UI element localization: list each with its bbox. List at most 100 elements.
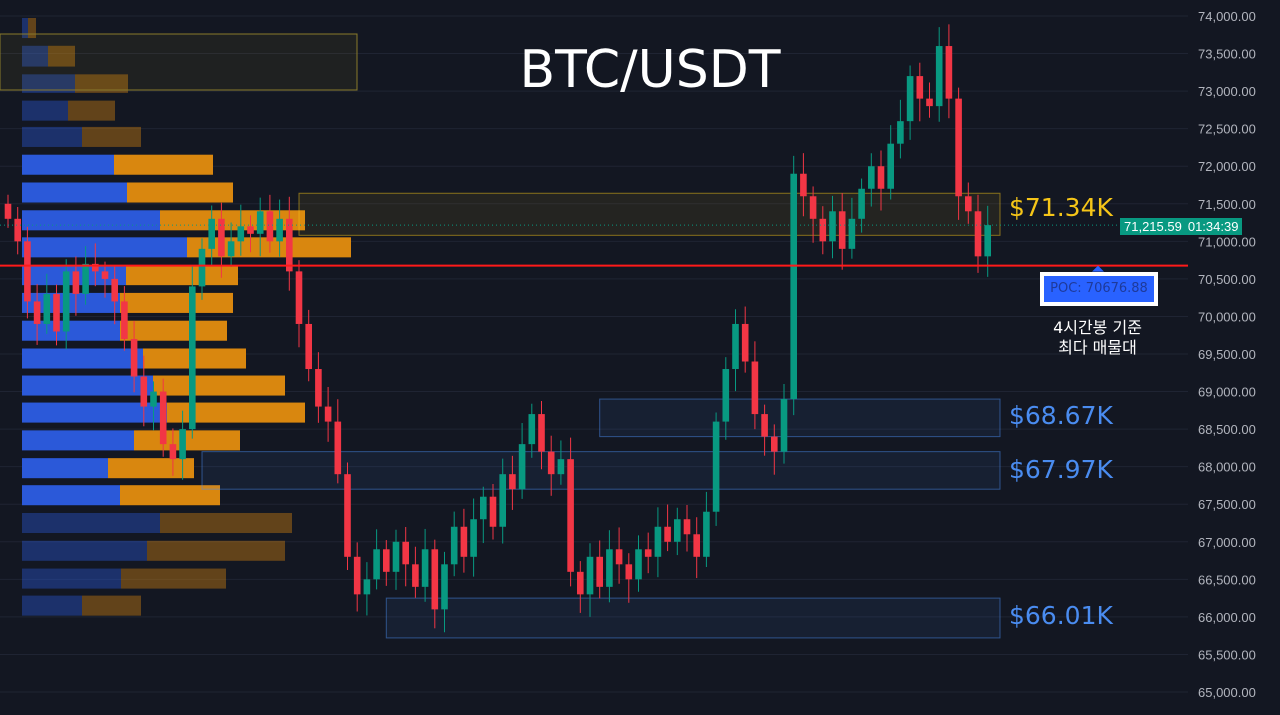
- y-tick-label: 66,000.00: [1198, 610, 1256, 625]
- price-lines: [0, 224, 1188, 272]
- candle-body: [693, 534, 700, 557]
- profile-sell-bar: [126, 265, 238, 286]
- candle-body: [897, 121, 904, 144]
- candle-body: [926, 98, 933, 107]
- profile-sell-bar: [121, 568, 226, 589]
- zone-label-67-97k: $67.97K: [1009, 455, 1113, 484]
- candle-body: [305, 323, 312, 370]
- zone-box: [201, 451, 1001, 490]
- candle-body: [654, 526, 662, 557]
- candle-body: [383, 549, 390, 572]
- current-price-tag: 71,215.59 01:34:39: [1120, 218, 1243, 235]
- candle-body: [945, 46, 953, 99]
- candle-body: [315, 369, 322, 407]
- candle-body: [877, 166, 885, 189]
- candle-body: [412, 564, 419, 587]
- candle-body: [101, 271, 109, 279]
- candle-body: [780, 399, 788, 452]
- profile-sell-bar: [114, 154, 213, 175]
- candle-body: [4, 203, 12, 219]
- candle-body: [121, 301, 128, 339]
- candle-body: [353, 556, 361, 595]
- y-tick-label: 66,500.00: [1198, 572, 1256, 587]
- y-tick-label: 69,000.00: [1198, 385, 1256, 400]
- candle-body: [324, 406, 332, 422]
- profile-sell-bar: [48, 45, 75, 67]
- profile-sell-bar: [153, 375, 285, 396]
- volume-profile: [0, 18, 358, 616]
- y-tick-label: 65,000.00: [1198, 685, 1256, 700]
- candle-body: [218, 218, 225, 257]
- profile-buy-bar: [22, 45, 48, 67]
- candle-body: [955, 98, 962, 197]
- candle-body: [761, 414, 768, 437]
- candle-body: [974, 211, 982, 257]
- y-tick-label: 70,000.00: [1198, 309, 1256, 324]
- y-tick-label: 70,500.00: [1198, 272, 1256, 287]
- profile-buy-bar: [22, 100, 68, 121]
- candle-body: [596, 556, 603, 587]
- candle-body: [111, 278, 118, 302]
- poc-label: POC: 70676.88: [1040, 272, 1158, 306]
- profile-buy-bar: [22, 540, 147, 561]
- profile-sell-bar: [108, 458, 194, 479]
- candle-body: [82, 263, 89, 294]
- zone-label-68-67k: $68.67K: [1009, 401, 1113, 430]
- y-tick-label: 65,500.00: [1198, 647, 1256, 662]
- candle-body: [586, 556, 594, 595]
- profile-sell-bar: [160, 512, 292, 534]
- candle-body: [935, 46, 943, 107]
- candle-body: [373, 549, 380, 580]
- profile-buy-bar: [22, 210, 160, 231]
- profile-sell-bar: [120, 292, 233, 313]
- y-tick-label: 71,000.00: [1198, 234, 1256, 249]
- candle-body: [480, 496, 487, 520]
- profile-buy-bar: [22, 595, 82, 616]
- candle-body: [130, 338, 138, 377]
- candle-body: [518, 444, 526, 490]
- zone-label-66-01k: $66.01K: [1009, 601, 1113, 630]
- candle-body: [858, 188, 865, 219]
- y-tick-label: 73,500.00: [1198, 47, 1256, 62]
- candle-body: [722, 369, 730, 422]
- profile-buy-bar: [22, 237, 187, 258]
- profile-buy-bar: [22, 74, 75, 93]
- chart-title: BTC/USDT: [519, 40, 781, 100]
- profile-sell-bar: [82, 595, 141, 616]
- candle-body: [809, 196, 817, 219]
- candle-body: [33, 301, 41, 324]
- profile-buy-bar: [22, 458, 108, 479]
- candle-body: [635, 549, 642, 580]
- profile-buy-bar: [22, 348, 143, 369]
- candle-body: [577, 571, 584, 595]
- profile-buy-bar: [22, 430, 134, 451]
- candle-body: [868, 166, 875, 189]
- candle-body: [829, 211, 836, 242]
- candle-body: [547, 451, 555, 475]
- candle-body: [256, 211, 264, 234]
- profile-buy-bar: [22, 402, 167, 423]
- candle-body: [72, 271, 80, 294]
- profile-sell-bar: [28, 18, 36, 39]
- y-tick-label: 71,500.00: [1198, 197, 1256, 212]
- y-tick-label: 67,500.00: [1198, 497, 1256, 512]
- candle-body: [189, 286, 196, 430]
- candle-body: [644, 549, 652, 557]
- candle-body: [227, 241, 235, 257]
- candle-body: [14, 218, 21, 242]
- value-area-box: [0, 33, 358, 91]
- profile-sell-bar: [134, 430, 240, 451]
- poc-pointer-icon: [1092, 265, 1104, 272]
- candle-body: [838, 211, 846, 249]
- price-axis: 74,000.00 73,500.00 73,000.00 72,500.00 72,0…: [1198, 9, 1256, 700]
- y-tick-label: 68,500.00: [1198, 422, 1256, 437]
- candle-body: [266, 211, 274, 242]
- y-tick-label: 72,500.00: [1198, 122, 1256, 137]
- y-tick-label: 73,000.00: [1198, 84, 1256, 99]
- candle-body: [24, 241, 31, 302]
- candle-body: [295, 271, 303, 324]
- profile-buy-bar: [22, 375, 153, 396]
- profile-sell-bar: [75, 74, 128, 93]
- candle-body: [567, 459, 574, 572]
